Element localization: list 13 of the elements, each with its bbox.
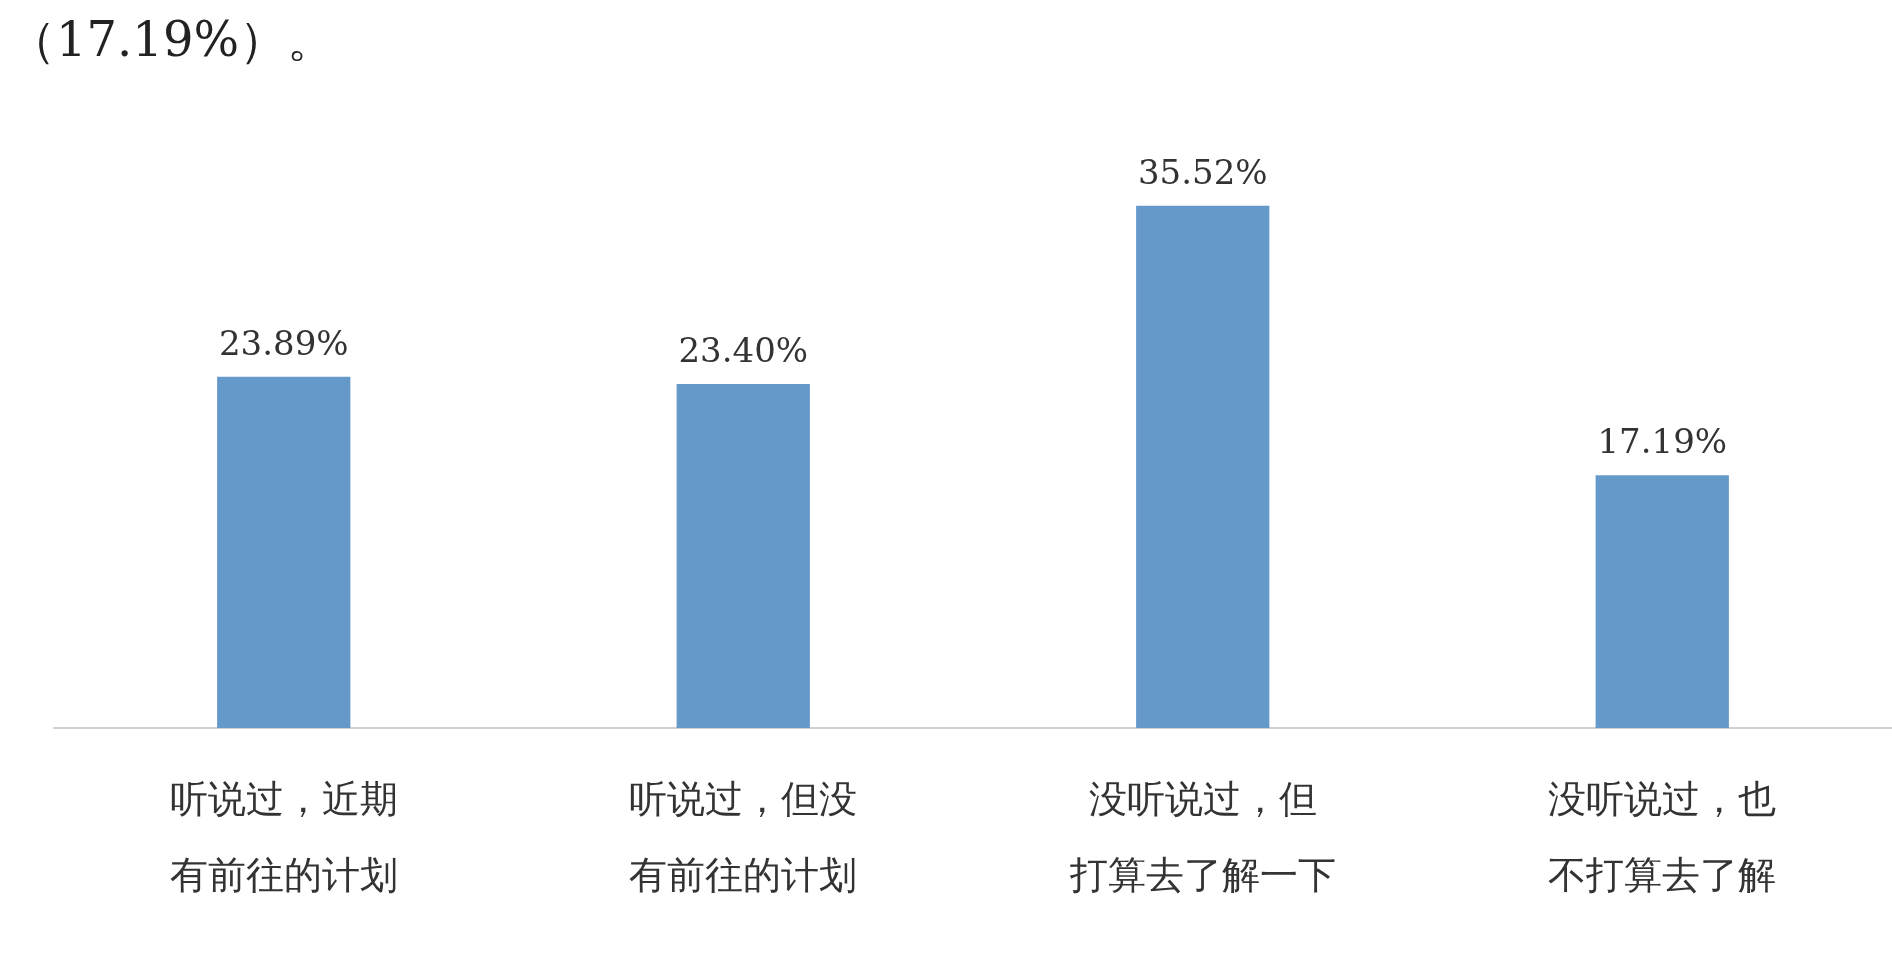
data-label: 35.52% (1137, 151, 1268, 192)
bar (217, 376, 351, 728)
text: （17.19%）。 (8, 10, 336, 69)
x-tick-label: 没听说过，也不打算去了解 (1548, 776, 1777, 897)
data-label: 17.19% (1597, 421, 1728, 462)
bar (1595, 475, 1729, 728)
x-tick-label: 听说过，但没有前往的计划 (629, 776, 858, 897)
data-label: 23.40% (678, 329, 809, 370)
bar (676, 384, 810, 728)
bar (1136, 205, 1270, 728)
x-tick-label: 听说过，近期有前往的计划 (169, 776, 398, 897)
x-tick-label: 没听说过，但打算去了解一下 (1068, 776, 1336, 897)
data-label: 23.89% (218, 322, 349, 363)
